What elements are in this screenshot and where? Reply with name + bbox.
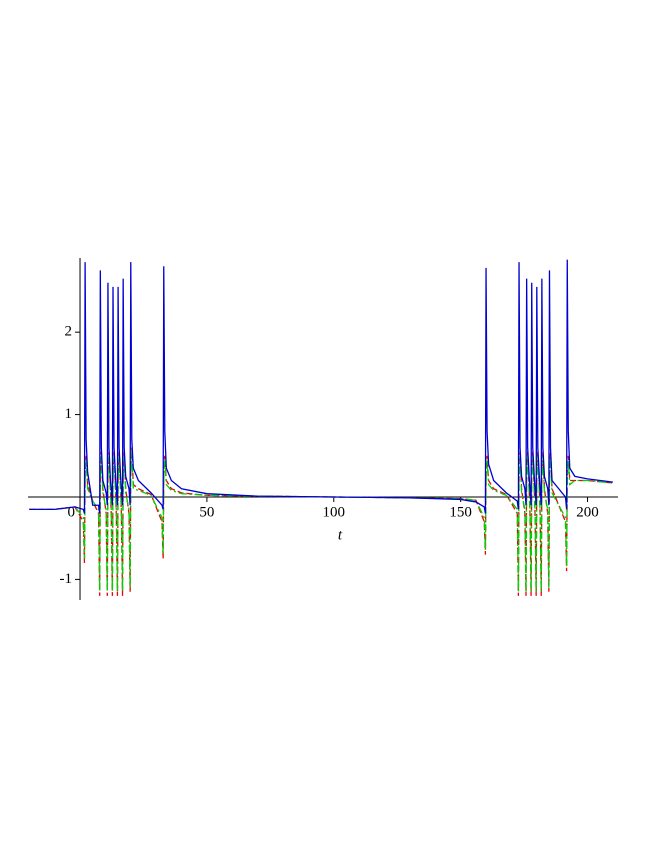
x-tick-label: 150 — [449, 504, 472, 520]
x-tick-label: 200 — [576, 504, 599, 520]
y-tick-label: -1 — [60, 571, 73, 587]
x-tick-label: 50 — [199, 504, 214, 520]
x-tick-label: 100 — [323, 504, 346, 520]
series-line — [29, 451, 613, 592]
y-tick-label: 1 — [65, 406, 73, 422]
x-tick-label: 0 — [68, 504, 76, 520]
series-line — [29, 259, 614, 514]
y-tick-label: 2 — [65, 324, 73, 340]
x-axis-label: t — [338, 527, 343, 543]
